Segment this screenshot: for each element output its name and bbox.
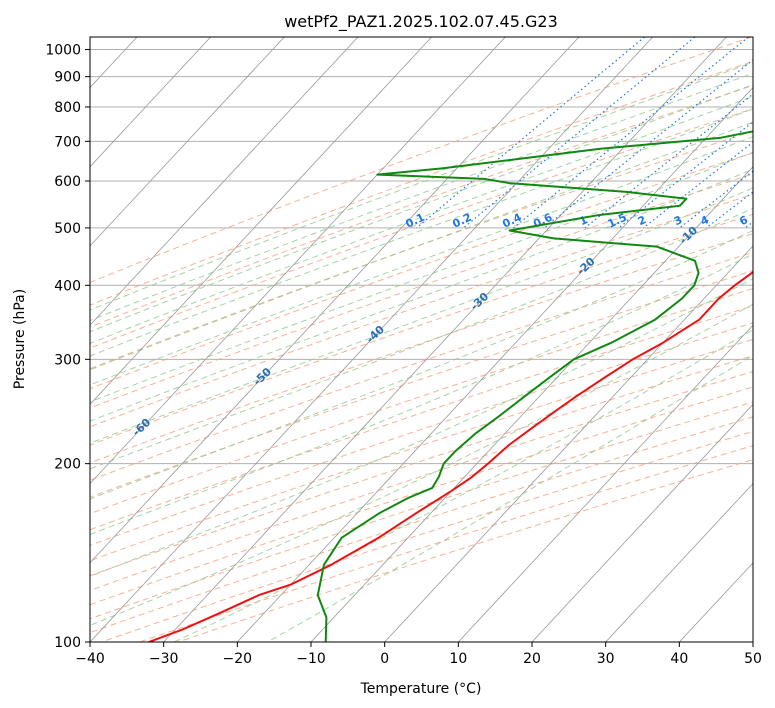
moist-adiabat-line — [90, 187, 753, 444]
moist-adiabat-line — [90, 151, 753, 403]
dry-adiabat-line — [90, 386, 753, 606]
y-axis-label: Pressure (hPa) — [12, 289, 28, 389]
y-tick-label: 700 — [54, 134, 81, 150]
dry-adiabat-line — [90, 193, 753, 428]
moist-adiabats — [90, 61, 753, 642]
dry-adiabat-line — [90, 233, 753, 464]
sounding-series — [148, 130, 753, 642]
x-tick-label: −20 — [223, 651, 253, 667]
dry-adiabat-line — [90, 338, 753, 562]
isotherm-line — [531, 403, 753, 642]
x-tick-label: 0 — [380, 651, 389, 667]
dry-adiabat-line — [90, 287, 753, 515]
moist-adiabat-line — [90, 61, 753, 311]
dry-adiabat-line — [90, 370, 753, 591]
x-tick-label: −40 — [75, 651, 105, 667]
x-tick-label: −30 — [149, 651, 179, 667]
mixing-ratio-line — [416, 37, 645, 229]
dry-adiabat-line — [90, 60, 753, 306]
dry-adiabat-line — [90, 84, 753, 328]
dewpoint-profile — [316, 130, 753, 642]
x-tick-label: −10 — [296, 651, 326, 667]
x-tick-label: 30 — [597, 651, 615, 667]
x-axis-label: Temperature (°C) — [360, 681, 482, 697]
x-tick-label: 10 — [449, 651, 467, 667]
isotherm-line — [90, 37, 432, 405]
temperature-profile — [148, 270, 753, 642]
isotherm-line — [90, 37, 506, 485]
dry-adiabat-line — [90, 130, 753, 370]
isotherm-line — [384, 245, 753, 642]
moist-adiabat-line — [90, 207, 753, 470]
y-tick-label: 300 — [54, 352, 81, 368]
moist-adiabat-line — [90, 72, 753, 322]
y-tick-label: 200 — [54, 457, 81, 473]
y-tick-label: 600 — [54, 174, 81, 190]
y-tick-label: 900 — [54, 70, 81, 86]
moist-adiabat-line — [90, 253, 753, 535]
isotherm-line — [90, 37, 285, 247]
isotherm-line — [90, 37, 653, 642]
y-tick-label: 800 — [54, 100, 81, 116]
mixing-ratio-line — [618, 121, 753, 229]
isotherm-line — [90, 37, 211, 168]
moist-adiabat-line — [90, 95, 753, 344]
chart-title: wetPf2_PAZ1.2025.102.07.45.G23 — [284, 12, 558, 32]
x-tick-label: 20 — [523, 651, 541, 667]
moist-adiabat-line — [90, 168, 753, 422]
isotherm-line — [90, 37, 580, 564]
x-tick-label: 50 — [744, 651, 762, 667]
y-axis: 1000 900 800 700 600 500 400 300 200 100 — [45, 43, 90, 651]
mixing-ratio-line — [584, 93, 753, 229]
dry-adiabat-line — [90, 322, 753, 546]
y-tick-label: 400 — [54, 278, 81, 294]
isotherm-line — [605, 482, 753, 642]
x-tick-label: 40 — [670, 651, 688, 667]
moist-adiabat-line — [90, 84, 753, 333]
mixing-ratio-lines — [416, 37, 753, 229]
mixing-ratio-line — [463, 37, 696, 229]
isotherm-line — [90, 37, 359, 326]
isotherm-line — [458, 324, 753, 642]
isotherm-line — [163, 37, 727, 642]
isotherms — [90, 37, 753, 642]
y-tick-label: 100 — [54, 635, 81, 651]
plot-frame — [89, 36, 754, 643]
moist-adiabat-line — [173, 329, 753, 642]
x-axis: −40 −30 −20 −10 0 10 20 30 40 50 — [75, 642, 762, 667]
isotherm-line — [237, 86, 753, 642]
mixing-ratio-line — [513, 37, 749, 229]
y-tick-label: 500 — [54, 221, 81, 237]
isotherm-line — [310, 166, 753, 642]
y-tick-label: 1000 — [45, 43, 81, 59]
